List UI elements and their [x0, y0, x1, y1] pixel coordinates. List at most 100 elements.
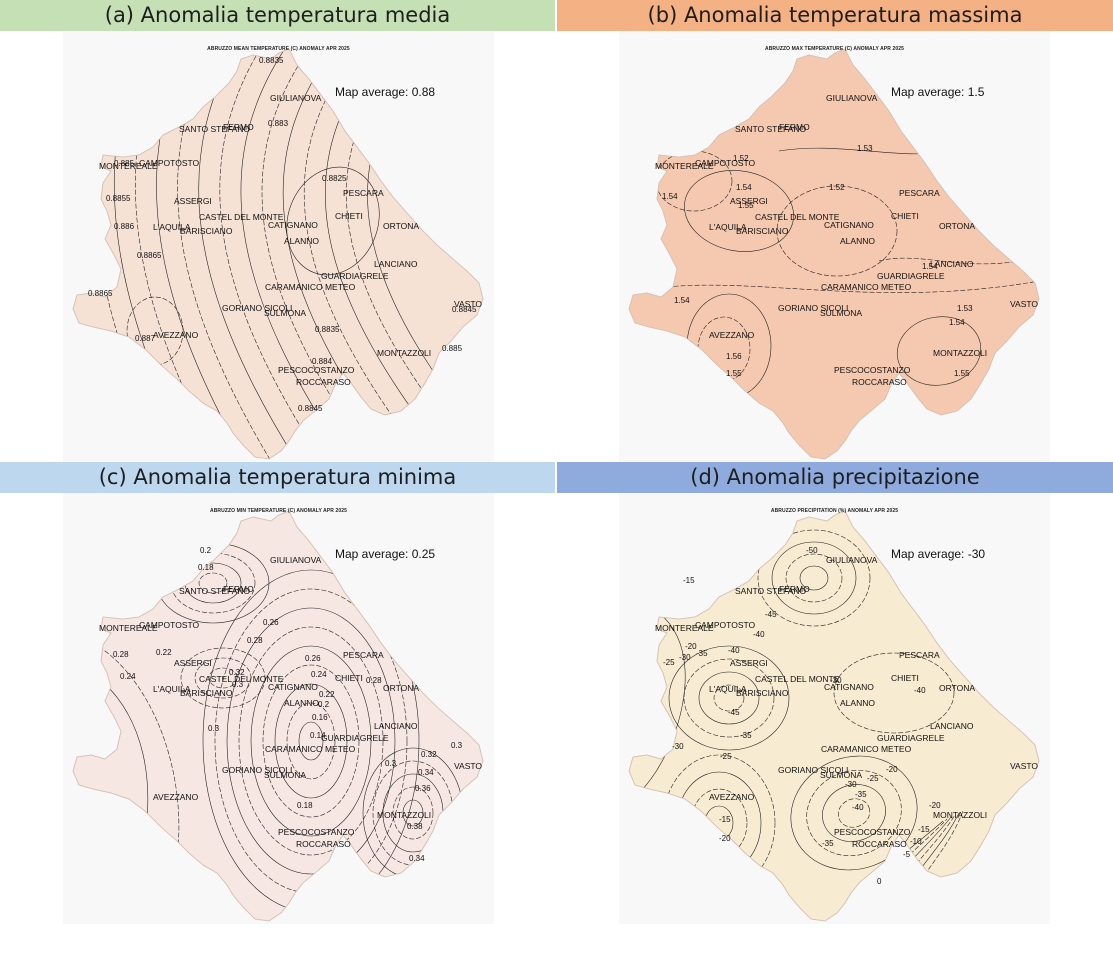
- contour-value-label: 1.52: [733, 154, 749, 163]
- city-label: ALANNO: [284, 698, 319, 708]
- city-label: MONTEREALE: [99, 161, 158, 171]
- city-label: CARAMANICO METEO: [265, 282, 356, 292]
- contour-value-label: 0.885: [114, 159, 135, 168]
- region-border: [628, 510, 1040, 922]
- city-label: GORIANO SICOLI: [222, 303, 293, 313]
- city-label: AVEZZANO: [709, 792, 755, 802]
- contour-value-label: 0.28: [113, 650, 129, 659]
- city-label: CASTEL DEL MONTE: [199, 212, 284, 222]
- contour-value-label: 0.18: [198, 563, 214, 572]
- contour-value-label: -35: [696, 649, 708, 658]
- contour-ring: [833, 652, 955, 734]
- map-title: ABRUZZO PRECIPITATION (%) ANOMALY APR 20…: [770, 508, 899, 514]
- city-label: MONTEREALE: [99, 623, 158, 633]
- contour-line: [638, 612, 686, 794]
- contour-map-svg: [72, 510, 484, 922]
- contour-value-label: -15: [918, 825, 930, 834]
- contour-ring: [274, 683, 348, 799]
- map-panel-c: ABRUZZO MIN TEMPERATURE (C) ANOMALY APR …: [63, 493, 494, 924]
- contour-value-label: 0.8845: [452, 305, 477, 314]
- contour-ring: [799, 565, 829, 591]
- city-label: BARISCIANO: [736, 688, 789, 698]
- city-label: VASTO: [1010, 299, 1039, 309]
- contour-line: [219, 49, 330, 459]
- contour-line: [240, 49, 356, 459]
- city-label: GORIANO SICOLI: [778, 303, 849, 313]
- contour-ring: [896, 316, 982, 386]
- contour-value-label: 0.8835: [259, 56, 284, 65]
- contour-value-label: 0.34: [409, 854, 425, 863]
- contour-value-label: 0.24: [120, 672, 136, 681]
- city-label: GORIANO SICOLI: [222, 765, 293, 775]
- contour-ring: [180, 647, 266, 709]
- contour-map-svg: [628, 510, 1040, 922]
- contour-ring: [662, 754, 776, 892]
- city-label: CARAMANICO METEO: [821, 744, 912, 754]
- contour-value-label: 0.884: [312, 357, 333, 366]
- map-panel-a: ABRUZZO MEAN TEMPERATURE (C) ANOMALY APR…: [63, 31, 494, 462]
- city-label: VASTO: [454, 761, 483, 771]
- contour-value-label: -40: [728, 646, 740, 655]
- contour-value-label: 0.8855: [106, 194, 131, 203]
- panel-header-c: (c) Anomalia temperatura minima: [0, 462, 555, 493]
- map-title: ABRUZZO MEAN TEMPERATURE (C) ANOMALY APR…: [207, 46, 350, 52]
- city-label: ORTONA: [939, 683, 976, 693]
- contour-value-label: 0: [877, 877, 882, 886]
- city-label: VASTO: [1010, 761, 1039, 771]
- contour-value-label: 0.28: [247, 636, 263, 645]
- contour-ring: [238, 626, 384, 856]
- contour-value-label: 1.54: [949, 318, 965, 327]
- contour-value-label: 0.883: [268, 119, 289, 128]
- contour-ring: [776, 185, 898, 277]
- city-label: L'AQUILA: [709, 222, 747, 232]
- city-label: PESCARA: [343, 650, 384, 660]
- city-label: MONTEREALE: [655, 623, 714, 633]
- city-label: PESCOCOSTANZO: [278, 365, 355, 375]
- city-label: CATIGNANO: [268, 220, 318, 230]
- contour-value-label: -25: [720, 752, 732, 761]
- map-average-label: Map average: -30: [891, 547, 986, 561]
- city-label: SULMONA: [264, 308, 307, 318]
- contour-ring: [198, 572, 228, 594]
- city-label: ORTONA: [383, 683, 420, 693]
- abruzzo-region-shape: [628, 510, 1040, 922]
- contour-value-label: 0.8845: [298, 404, 323, 413]
- contour-value-label: 1.54: [736, 183, 752, 192]
- contour-value-label: 0.18: [297, 801, 313, 810]
- city-label: ALANNO: [840, 698, 875, 708]
- contour-ring: [806, 769, 902, 857]
- contour-value-label: 0.3: [208, 724, 220, 733]
- contour-value-label: -50: [806, 546, 818, 555]
- contour-value-label: 0.22: [156, 648, 172, 657]
- city-label: GIULIANOVA: [826, 93, 878, 103]
- city-label: PESCOCOSTANZO: [278, 827, 355, 837]
- contour-ring: [684, 170, 794, 252]
- city-label: AVEZZANO: [153, 792, 199, 802]
- city-label: L'AQUILA: [709, 684, 747, 694]
- city-label: ALANNO: [840, 236, 875, 246]
- contour-value-label: 1.55: [726, 369, 742, 378]
- city-label: SANTO STEFANO: [735, 586, 807, 596]
- contour-ring: [837, 798, 871, 828]
- city-label: MONTEREALE: [655, 161, 714, 171]
- city-label: GUARDIAGRELE: [877, 733, 945, 743]
- map-panel-b: ABRUZZO MAX TEMPERATURE (C) ANOMALY APR …: [619, 31, 1050, 462]
- city-label: ROCCARASO: [296, 377, 351, 387]
- city-label: PESCARA: [899, 650, 940, 660]
- city-label: ASSERGI: [730, 658, 768, 668]
- contour-value-label: -40: [852, 803, 864, 812]
- city-label: PESCARA: [899, 188, 940, 198]
- city-label: ORTONA: [383, 221, 420, 231]
- contour-value-label: -20: [886, 765, 898, 774]
- contour-value-label: -20: [719, 834, 731, 843]
- city-label: PESCOCOSTANZO: [834, 365, 911, 375]
- contour-value-label: -40: [753, 630, 765, 639]
- panel-header-a: (a) Anomalia temperatura media: [0, 0, 555, 31]
- city-label: ALANNO: [284, 236, 319, 246]
- contour-value-label: 0.3: [232, 680, 244, 689]
- contour-value-label: -45: [728, 708, 740, 717]
- map-average-label: Map average: 0.88: [335, 85, 436, 99]
- city-label: MONTAZZOLI: [933, 348, 988, 358]
- panel-header-b: (b) Anomalia temperatura massima: [557, 0, 1113, 31]
- city-label: AVEZZANO: [153, 330, 199, 340]
